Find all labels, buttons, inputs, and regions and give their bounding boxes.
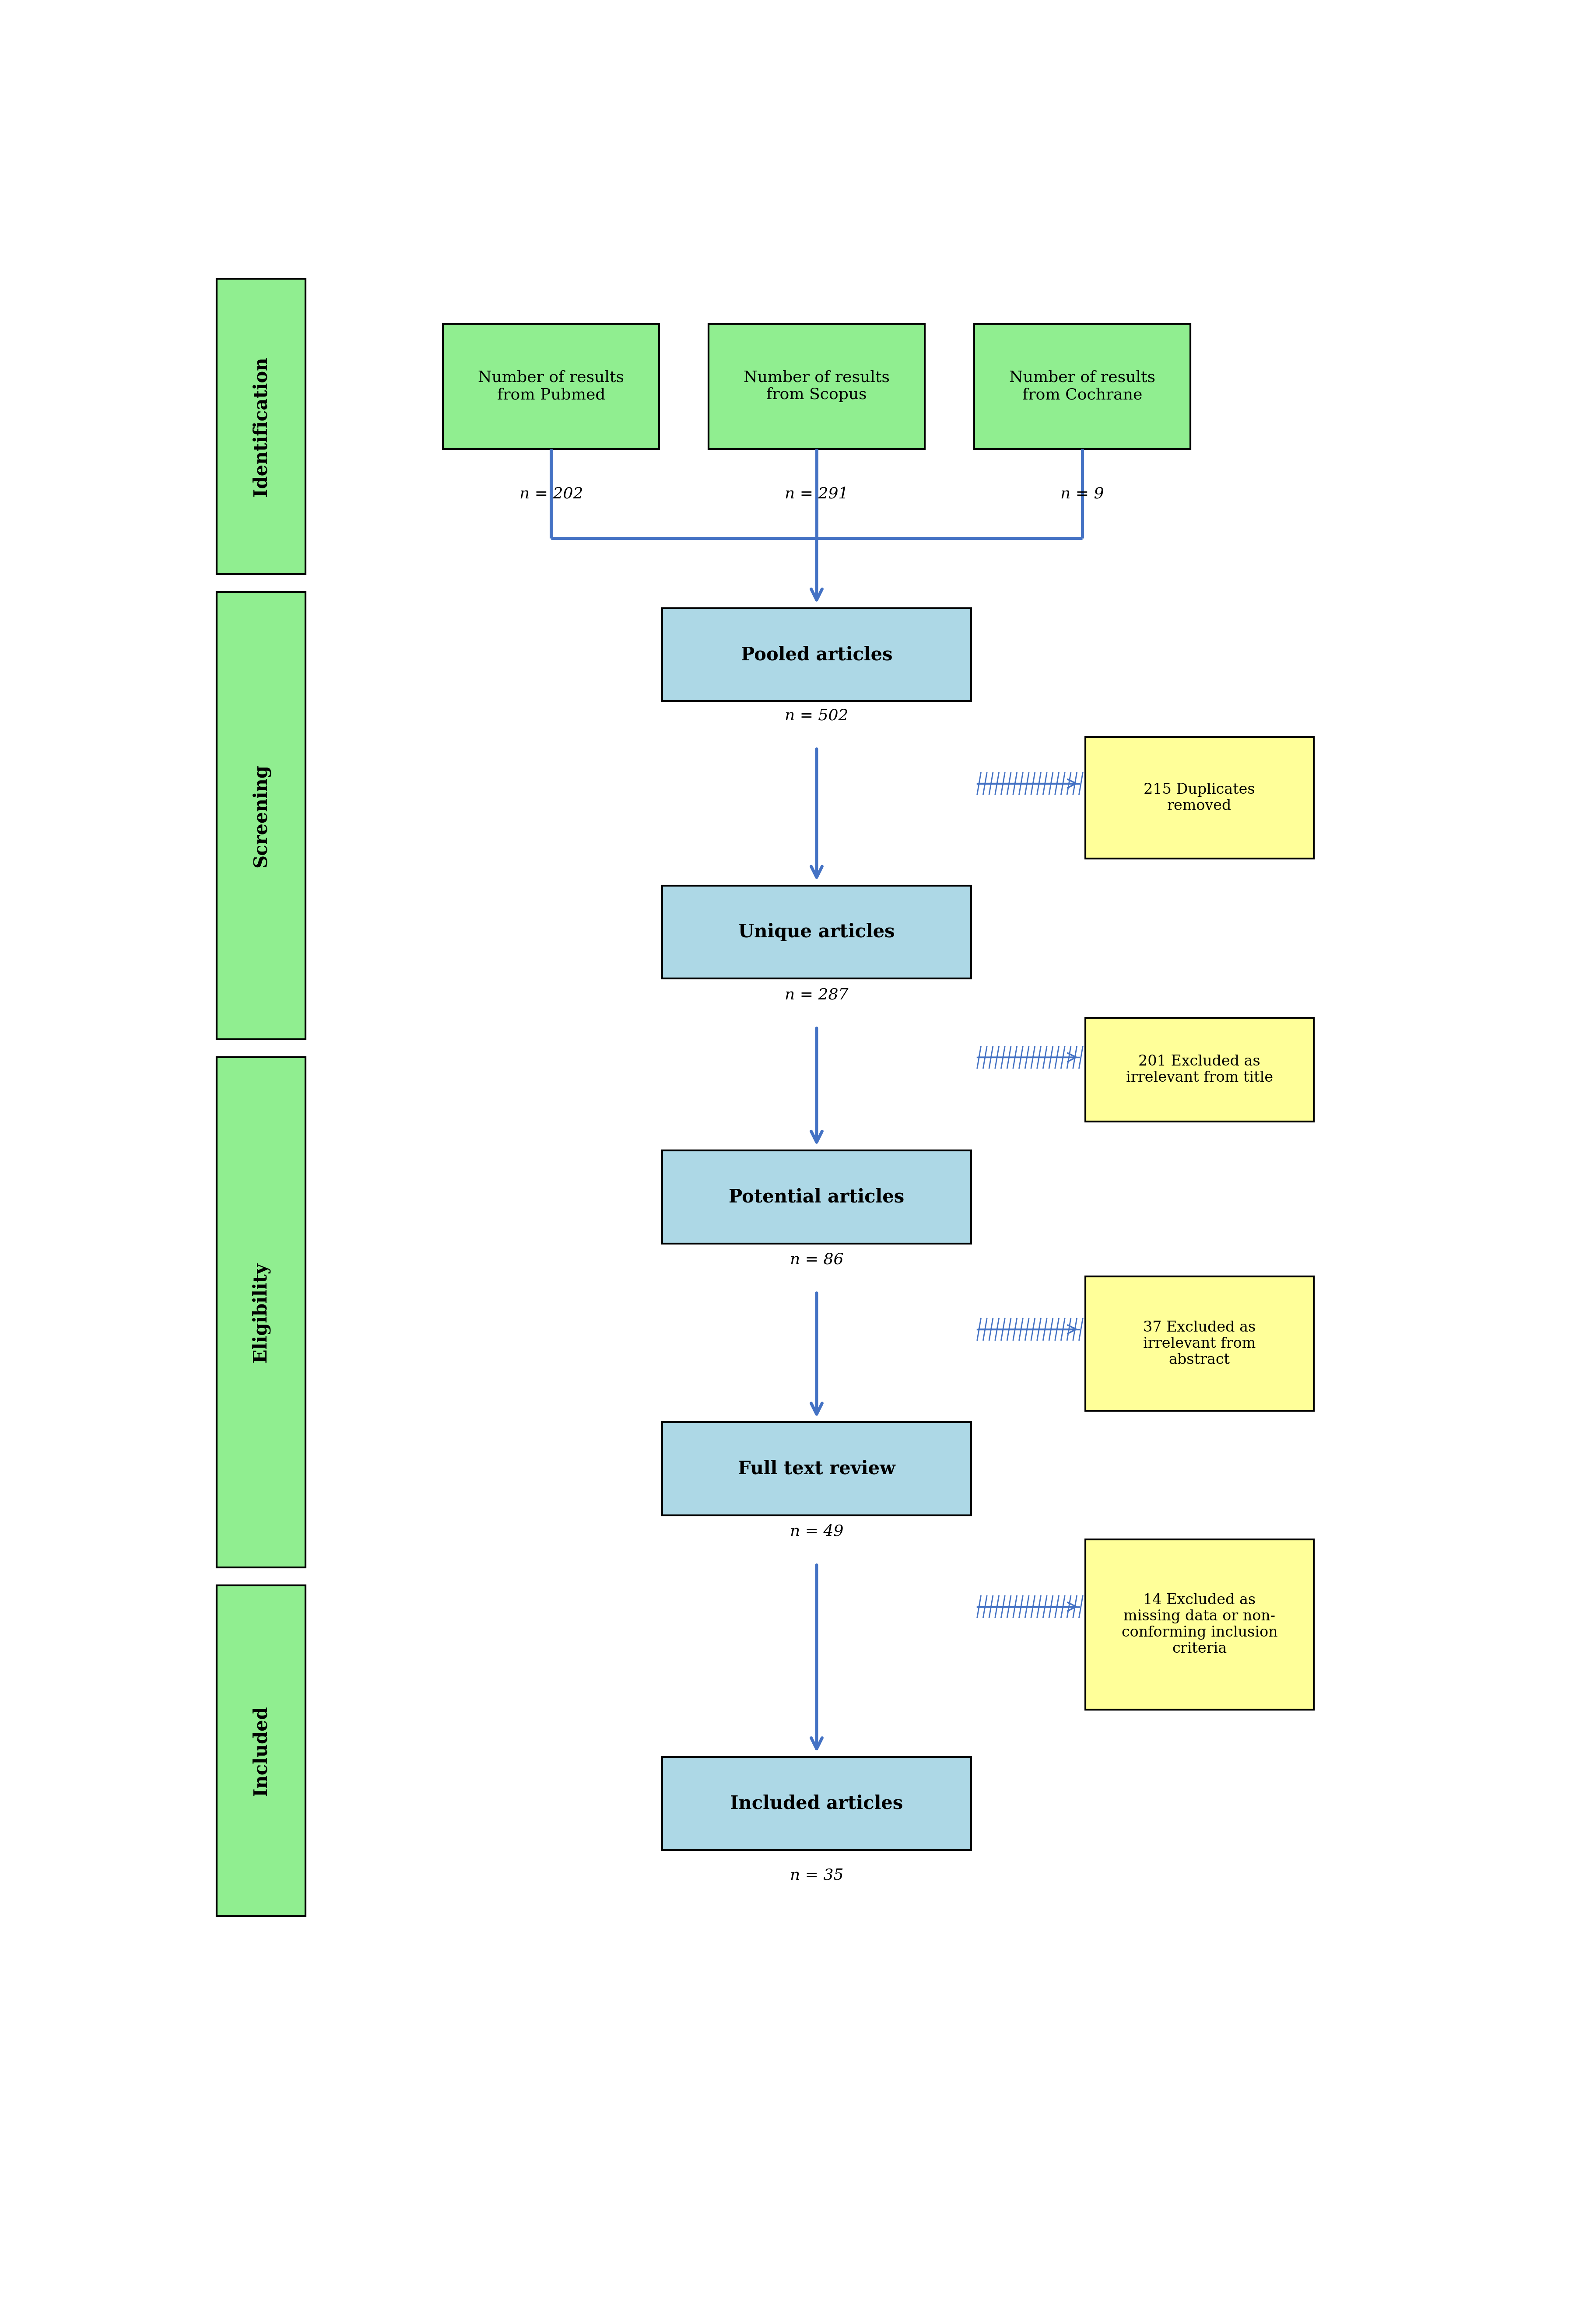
Text: Screening: Screening (252, 765, 271, 867)
FancyBboxPatch shape (973, 323, 1190, 449)
Text: Included: Included (252, 1706, 271, 1796)
Text: 215 Duplicates
removed: 215 Duplicates removed (1144, 783, 1255, 813)
Text: n = 9: n = 9 (1059, 486, 1104, 502)
FancyBboxPatch shape (217, 279, 306, 574)
Text: n = 49: n = 49 (790, 1525, 843, 1538)
FancyBboxPatch shape (1085, 737, 1313, 858)
Text: Pooled articles: Pooled articles (741, 646, 892, 665)
FancyBboxPatch shape (663, 1150, 970, 1243)
FancyBboxPatch shape (217, 593, 306, 1039)
Text: Eligibility: Eligibility (252, 1262, 271, 1362)
Text: n = 502: n = 502 (785, 709, 847, 723)
Text: Potential articles: Potential articles (728, 1188, 905, 1206)
Text: n = 86: n = 86 (790, 1253, 843, 1267)
FancyBboxPatch shape (709, 323, 924, 449)
FancyBboxPatch shape (663, 885, 970, 978)
Text: Number of results
from Scopus: Number of results from Scopus (744, 370, 889, 402)
Text: n = 287: n = 287 (785, 988, 847, 1002)
FancyBboxPatch shape (1085, 1276, 1313, 1411)
Text: Full text review: Full text review (738, 1459, 895, 1478)
FancyBboxPatch shape (217, 1585, 306, 1917)
Text: n = 202: n = 202 (519, 486, 583, 502)
Text: n = 35: n = 35 (790, 1868, 843, 1882)
Text: 14 Excluded as
missing data or non-
conforming inclusion
criteria: 14 Excluded as missing data or non- conf… (1121, 1594, 1278, 1657)
FancyBboxPatch shape (1085, 1538, 1313, 1710)
Text: Number of results
from Cochrane: Number of results from Cochrane (1008, 370, 1155, 402)
FancyBboxPatch shape (217, 1057, 306, 1566)
FancyBboxPatch shape (663, 1422, 970, 1515)
Text: 37 Excluded as
irrelevant from
abstract: 37 Excluded as irrelevant from abstract (1142, 1320, 1255, 1367)
Text: 201 Excluded as
irrelevant from title: 201 Excluded as irrelevant from title (1126, 1055, 1273, 1085)
Text: Included articles: Included articles (730, 1794, 903, 1813)
FancyBboxPatch shape (1085, 1018, 1313, 1122)
Text: Number of results
from Pubmed: Number of results from Pubmed (478, 370, 624, 402)
Text: Identification: Identification (252, 356, 271, 497)
FancyBboxPatch shape (663, 609, 970, 702)
Text: n = 291: n = 291 (785, 486, 847, 502)
Text: Unique articles: Unique articles (738, 923, 895, 941)
FancyBboxPatch shape (663, 1757, 970, 1850)
FancyBboxPatch shape (443, 323, 660, 449)
